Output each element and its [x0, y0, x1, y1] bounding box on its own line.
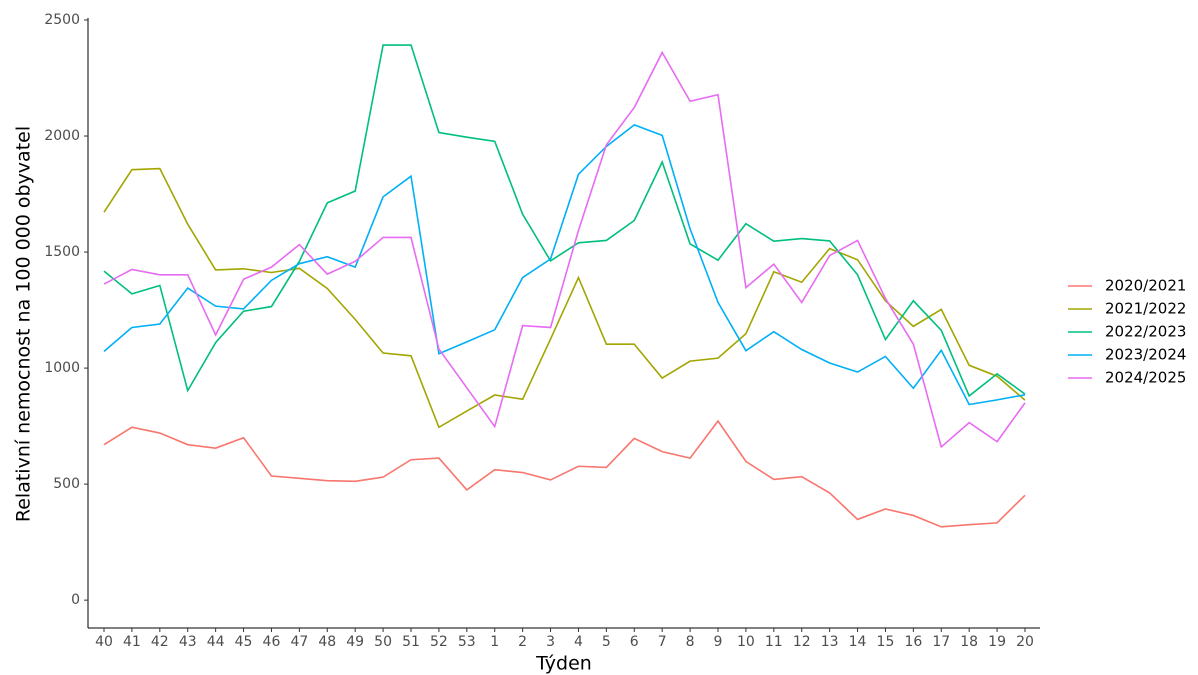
x-tick-label: 15	[877, 634, 895, 650]
x-tick-label: 43	[179, 634, 197, 650]
x-tick-label: 52	[430, 634, 448, 650]
legend-label: 2022/2023	[1105, 323, 1186, 341]
series-line	[103, 419, 1026, 528]
x-tick-label: 1	[490, 634, 499, 650]
x-tick-label: 48	[318, 634, 336, 650]
legend-label: 2024/2025	[1105, 369, 1186, 387]
x-tick-label: 50	[374, 634, 392, 650]
series-line	[103, 123, 1026, 406]
legend-label: 2020/2021	[1105, 277, 1186, 295]
x-tick-label: 41	[123, 634, 141, 650]
x-axis-title: Týden	[535, 653, 592, 675]
x-tick-label: 11	[765, 634, 783, 650]
x-tick-label: 51	[402, 634, 420, 650]
y-tick-label: 2500	[44, 12, 80, 28]
x-tick-label: 10	[737, 634, 755, 650]
legend-label: 2023/2024	[1105, 346, 1186, 364]
x-tick-label: 16	[904, 634, 922, 650]
legend-label: 2021/2022	[1105, 300, 1186, 318]
series-line	[103, 44, 1026, 398]
x-tick-label: 7	[658, 634, 667, 650]
x-tick-label: 46	[263, 634, 281, 650]
x-tick-label: 47	[290, 634, 308, 650]
y-tick-label: 1000	[44, 360, 80, 376]
x-tick-label: 18	[960, 634, 978, 650]
x-tick-label: 19	[988, 634, 1006, 650]
series-line	[103, 50, 1026, 449]
y-tick-label: 1500	[44, 244, 80, 260]
y-tick-label: 0	[71, 592, 80, 608]
x-tick-label: 40	[95, 634, 113, 650]
x-tick-label: 49	[346, 634, 364, 650]
x-tick-label: 20	[1016, 634, 1034, 650]
x-tick-label: 3	[546, 634, 555, 650]
x-tick-label: 13	[821, 634, 839, 650]
y-tick-label: 500	[53, 476, 80, 492]
x-tick-label: 14	[849, 634, 867, 650]
x-tick-label: 5	[602, 634, 611, 650]
series-line	[103, 167, 1026, 429]
x-tick-label: 6	[630, 634, 639, 650]
x-tick-label: 42	[151, 634, 169, 650]
x-tick-label: 17	[932, 634, 950, 650]
x-tick-label: 44	[207, 634, 225, 650]
x-tick-label: 8	[686, 634, 695, 650]
x-tick-label: 9	[714, 634, 723, 650]
x-tick-label: 53	[458, 634, 476, 650]
x-tick-label: 4	[574, 634, 583, 650]
y-tick-label: 2000	[44, 128, 80, 144]
x-tick-label: 45	[235, 634, 253, 650]
y-axis-title: Relativní nemocnost na 100 000 obyvatel	[13, 126, 35, 522]
x-tick-label: 2	[518, 634, 527, 650]
x-tick-label: 12	[793, 634, 811, 650]
